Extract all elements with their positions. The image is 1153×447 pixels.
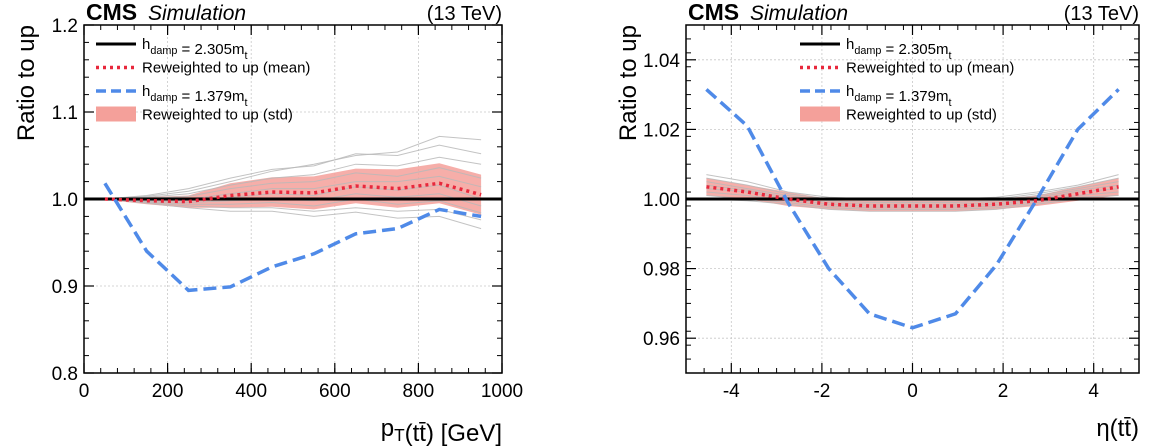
x-tick-label: -2 bbox=[813, 381, 830, 402]
legend-entry: Reweighted to up (mean) bbox=[142, 60, 310, 77]
replica-line bbox=[706, 177, 1119, 202]
x-tick-label: 0 bbox=[907, 381, 918, 402]
y-tick-label: 1.02 bbox=[643, 120, 680, 141]
legend-swatch-band bbox=[800, 106, 840, 122]
plot-area bbox=[686, 88, 1139, 330]
x-tick-label: 800 bbox=[403, 381, 435, 402]
replica-line bbox=[706, 184, 1119, 205]
x-tick-label: 2 bbox=[998, 381, 1009, 402]
y-tick-label: 0.8 bbox=[52, 364, 78, 385]
legend-swatch-band bbox=[96, 106, 136, 122]
plot-area bbox=[84, 135, 502, 293]
chart-1: 0 200 400 600 800 1000 0.8 0.9 1.0 1.1 1.2 pT(tt̄) … bbox=[13, 0, 523, 447]
replica-line bbox=[104, 135, 482, 200]
series-line-dashed bbox=[103, 182, 482, 293]
y-tick-label: 1.2 bbox=[52, 16, 78, 37]
cms-label: CMS bbox=[688, 0, 739, 25]
x-axis-label: pT(tt̄) [GeV] bbox=[381, 415, 502, 447]
energy-label: (13 TeV) bbox=[427, 3, 502, 25]
legend-entry: hdamp = 1.379mt bbox=[846, 83, 952, 109]
y-axis-label: Ratio to up bbox=[615, 25, 642, 141]
x-tick-label: 0 bbox=[79, 381, 90, 402]
series-line-dashed bbox=[705, 88, 1120, 330]
replica-line bbox=[706, 181, 1119, 203]
replica-line bbox=[706, 188, 1119, 207]
x-tick-label: 4 bbox=[1088, 381, 1099, 402]
cms-label: CMS bbox=[86, 0, 137, 25]
x-tick-label: -4 bbox=[723, 381, 740, 402]
series-line-dotted bbox=[706, 185, 1119, 208]
y-tick-label: 1.0 bbox=[52, 190, 78, 211]
x-tick-label: 600 bbox=[319, 381, 351, 402]
y-tick-label: 0.98 bbox=[643, 260, 680, 281]
legend-entry: hdamp = 2.305mt bbox=[142, 36, 248, 62]
chart-2: -4 -2 0 2 4 0.96 0.98 1.00 1.02 1.04 η(tt̄) Ratio t… bbox=[615, 0, 1140, 442]
simulation-label: Simulation bbox=[148, 2, 246, 25]
replica-line bbox=[104, 198, 482, 214]
x-tick-label: 400 bbox=[235, 381, 267, 402]
x-tick-label: 200 bbox=[152, 381, 184, 402]
y-axis-label: Ratio to up bbox=[13, 25, 40, 141]
legend-entry: Reweighted to up (mean) bbox=[846, 60, 1014, 77]
replica-line bbox=[706, 198, 1119, 212]
legend-entry: hdamp = 2.305mt bbox=[846, 36, 952, 62]
simulation-label: Simulation bbox=[750, 2, 848, 25]
legend-entry: hdamp = 1.379mt bbox=[142, 83, 248, 109]
y-tick-label: 1.04 bbox=[643, 51, 680, 72]
replica-line bbox=[104, 198, 482, 221]
energy-label: (13 TeV) bbox=[1064, 3, 1139, 25]
replica-line bbox=[104, 167, 482, 200]
y-tick-label: 1.00 bbox=[643, 190, 680, 211]
legend-entry: Reweighted to up (std) bbox=[846, 107, 997, 124]
x-tick-label: 1000 bbox=[481, 381, 523, 402]
y-tick-label: 0.9 bbox=[52, 277, 78, 298]
y-tick-label: 0.96 bbox=[643, 329, 680, 350]
legend-entry: Reweighted to up (std) bbox=[142, 107, 293, 124]
y-tick-label: 1.1 bbox=[52, 103, 78, 124]
replica-line bbox=[706, 195, 1119, 210]
x-axis-label: η(tt̄) bbox=[1096, 415, 1139, 442]
replica-line bbox=[104, 156, 482, 200]
